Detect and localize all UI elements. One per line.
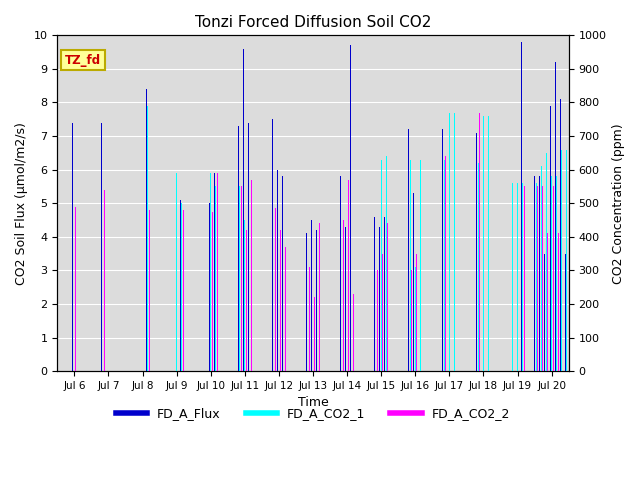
Bar xyxy=(479,113,480,371)
Bar xyxy=(311,220,312,371)
Bar xyxy=(176,173,177,371)
Bar xyxy=(238,126,239,371)
Bar xyxy=(309,267,310,371)
Bar xyxy=(484,250,485,371)
Bar xyxy=(537,186,538,371)
Bar xyxy=(101,122,102,371)
Bar xyxy=(146,89,147,371)
Bar xyxy=(244,220,245,371)
Bar xyxy=(553,186,554,371)
Bar xyxy=(444,159,445,371)
Bar xyxy=(547,233,548,371)
Bar xyxy=(556,176,557,371)
Legend: FD_A_Flux, FD_A_CO2_1, FD_A_CO2_2: FD_A_Flux, FD_A_CO2_1, FD_A_CO2_2 xyxy=(111,402,515,425)
Bar xyxy=(546,153,547,371)
Bar xyxy=(565,253,566,371)
Bar xyxy=(512,183,513,371)
Bar xyxy=(447,79,448,371)
Bar xyxy=(555,62,556,371)
Bar xyxy=(560,99,561,371)
Bar xyxy=(111,52,113,371)
Bar xyxy=(148,210,150,371)
Bar xyxy=(343,220,344,371)
Bar xyxy=(106,223,108,371)
Bar xyxy=(452,260,453,371)
Bar xyxy=(382,253,383,371)
Bar xyxy=(482,116,483,371)
Bar xyxy=(248,122,249,371)
Bar xyxy=(551,176,552,371)
Bar xyxy=(282,176,283,371)
Bar xyxy=(449,113,450,371)
Bar xyxy=(556,186,557,371)
Bar xyxy=(546,183,547,371)
Bar xyxy=(483,116,484,371)
Bar xyxy=(109,257,110,371)
Bar xyxy=(104,190,105,371)
X-axis label: Time: Time xyxy=(298,396,328,409)
Bar xyxy=(517,183,518,371)
Bar xyxy=(178,173,179,371)
Bar xyxy=(377,270,378,371)
Bar xyxy=(348,180,349,371)
Bar xyxy=(306,233,307,371)
Bar xyxy=(555,253,556,371)
Title: Tonzi Forced Diffusion Soil CO2: Tonzi Forced Diffusion Soil CO2 xyxy=(195,15,431,30)
Bar xyxy=(542,186,543,371)
Bar xyxy=(561,149,562,371)
Bar xyxy=(143,156,145,371)
Bar xyxy=(386,156,387,371)
Bar xyxy=(551,186,552,371)
Bar xyxy=(478,163,479,371)
Bar xyxy=(243,49,244,371)
Bar xyxy=(387,223,388,371)
Bar xyxy=(314,297,315,371)
Bar xyxy=(316,230,317,371)
Bar xyxy=(251,180,252,371)
Bar xyxy=(524,186,525,371)
Bar xyxy=(181,203,182,371)
Bar xyxy=(558,233,559,371)
Bar xyxy=(521,42,522,371)
Y-axis label: CO2 Soil Flux (μmol/m2/s): CO2 Soil Flux (μmol/m2/s) xyxy=(15,122,28,285)
Bar xyxy=(413,193,414,371)
Bar xyxy=(442,129,443,371)
Bar xyxy=(275,208,276,371)
Bar xyxy=(454,113,455,371)
Bar xyxy=(147,106,148,371)
Bar xyxy=(353,294,354,371)
Bar xyxy=(340,176,341,371)
Bar xyxy=(345,227,346,371)
Bar xyxy=(277,169,278,371)
Bar xyxy=(374,216,375,371)
Bar xyxy=(518,76,520,371)
Bar xyxy=(408,129,409,371)
Text: TZ_fd: TZ_fd xyxy=(65,54,101,67)
Bar xyxy=(566,149,567,371)
Bar xyxy=(319,223,320,371)
Bar xyxy=(285,247,286,371)
Bar xyxy=(217,173,218,371)
Bar xyxy=(138,153,140,371)
Bar xyxy=(72,122,73,371)
Bar xyxy=(488,116,489,371)
Bar xyxy=(183,210,184,371)
Bar xyxy=(239,186,240,371)
Bar xyxy=(534,176,535,371)
Bar xyxy=(280,230,281,371)
Bar xyxy=(513,186,515,371)
Bar xyxy=(522,183,523,371)
Bar xyxy=(487,113,488,371)
Bar xyxy=(272,120,273,371)
Bar xyxy=(350,46,351,371)
Y-axis label: CO2 Concentration (ppm): CO2 Concentration (ppm) xyxy=(612,123,625,284)
Bar xyxy=(445,156,446,371)
